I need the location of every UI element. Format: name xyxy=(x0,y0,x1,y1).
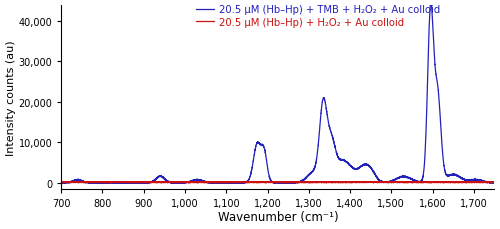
20.5 μM (Hb–Hp) + H₂O₂ + Au colloid xyxy=(186,182,192,185)
20.5 μM (Hb–Hp) + H₂O₂ + Au colloid xyxy=(492,181,498,184)
Legend: 20.5 μM (Hb–Hp) + TMB + H₂O₂ + Au colloid, 20.5 μM (Hb–Hp) + H₂O₂ + Au colloid: 20.5 μM (Hb–Hp) + TMB + H₂O₂ + Au colloi… xyxy=(196,5,440,28)
20.5 μM (Hb–Hp) + TMB + H₂O₂ + Au colloid xyxy=(58,181,64,184)
20.5 μM (Hb–Hp) + TMB + H₂O₂ + Au colloid xyxy=(314,149,320,152)
Line: 20.5 μM (Hb–Hp) + H₂O₂ + Au colloid: 20.5 μM (Hb–Hp) + H₂O₂ + Au colloid xyxy=(61,182,494,183)
20.5 μM (Hb–Hp) + TMB + H₂O₂ + Au colloid xyxy=(80,180,86,183)
20.5 μM (Hb–Hp) + H₂O₂ + Au colloid xyxy=(100,180,106,183)
Y-axis label: Intensity counts (au): Intensity counts (au) xyxy=(6,40,16,155)
20.5 μM (Hb–Hp) + TMB + H₂O₂ + Au colloid xyxy=(380,180,386,183)
20.5 μM (Hb–Hp) + H₂O₂ + Au colloid xyxy=(380,181,386,184)
20.5 μM (Hb–Hp) + H₂O₂ + Au colloid xyxy=(215,181,221,183)
20.5 μM (Hb–Hp) + H₂O₂ + Au colloid xyxy=(334,181,340,184)
20.5 μM (Hb–Hp) + H₂O₂ + Au colloid xyxy=(58,181,64,184)
20.5 μM (Hb–Hp) + H₂O₂ + Au colloid xyxy=(80,181,86,184)
20.5 μM (Hb–Hp) + TMB + H₂O₂ + Au colloid xyxy=(492,181,498,184)
20.5 μM (Hb–Hp) + H₂O₂ + Au colloid xyxy=(314,181,320,184)
Line: 20.5 μM (Hb–Hp) + TMB + H₂O₂ + Au colloid: 20.5 μM (Hb–Hp) + TMB + H₂O₂ + Au colloi… xyxy=(61,3,494,184)
20.5 μM (Hb–Hp) + TMB + H₂O₂ + Au colloid xyxy=(428,2,434,5)
20.5 μM (Hb–Hp) + TMB + H₂O₂ + Au colloid xyxy=(402,175,408,178)
20.5 μM (Hb–Hp) + H₂O₂ + Au colloid xyxy=(402,181,408,184)
20.5 μM (Hb–Hp) + TMB + H₂O₂ + Au colloid xyxy=(334,151,340,154)
20.5 μM (Hb–Hp) + TMB + H₂O₂ + Au colloid xyxy=(215,182,221,185)
X-axis label: Wavenumber (cm⁻¹): Wavenumber (cm⁻¹) xyxy=(218,210,338,224)
20.5 μM (Hb–Hp) + TMB + H₂O₂ + Au colloid xyxy=(239,182,245,185)
